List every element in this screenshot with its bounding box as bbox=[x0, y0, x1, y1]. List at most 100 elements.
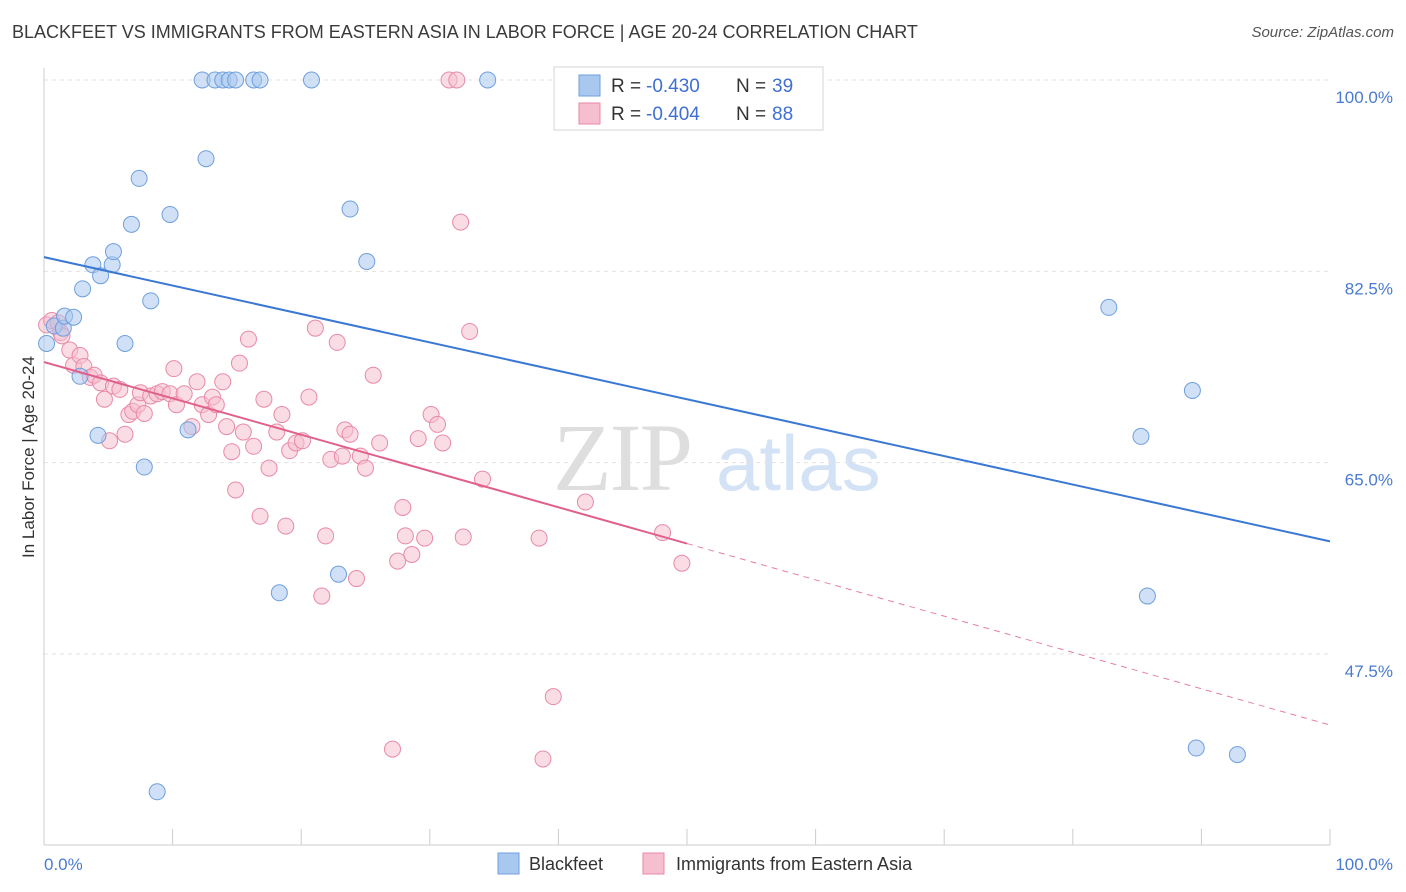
data-point-blackfeet bbox=[104, 243, 122, 261]
legend-n-value-immigrants: 88 bbox=[772, 104, 793, 125]
legend-swatch-blackfeet bbox=[578, 74, 601, 97]
data-point-blackfeet bbox=[341, 200, 359, 218]
bottom-legend-swatch-blackfeet bbox=[497, 852, 520, 875]
data-point-immigrants bbox=[448, 71, 466, 89]
bottom-legend-swatch-immigrants bbox=[642, 852, 665, 875]
data-point-immigrants bbox=[260, 459, 278, 477]
data-point-immigrants bbox=[333, 447, 351, 465]
y-axis-label: In Labor Force | Age 20-24 bbox=[19, 356, 38, 558]
trend-line-immigrants bbox=[43, 361, 688, 545]
data-point-immigrants bbox=[116, 425, 134, 443]
data-point-immigrants bbox=[371, 434, 389, 452]
data-point-immigrants bbox=[341, 425, 359, 443]
data-point-blackfeet bbox=[89, 426, 107, 444]
data-point-immigrants bbox=[434, 434, 452, 452]
data-point-immigrants bbox=[214, 373, 232, 391]
data-point-immigrants bbox=[313, 587, 331, 605]
data-point-immigrants bbox=[576, 493, 594, 511]
data-point-blackfeet bbox=[1138, 587, 1156, 605]
data-point-blackfeet bbox=[130, 169, 148, 187]
data-point-immigrants bbox=[454, 528, 472, 546]
data-point-immigrants bbox=[389, 552, 407, 570]
legend-r-value-immigrants: -0.404 bbox=[646, 104, 700, 125]
data-point-blackfeet bbox=[74, 280, 92, 298]
data-point-blackfeet bbox=[270, 584, 288, 602]
data-point-immigrants bbox=[306, 319, 324, 337]
data-point-blackfeet bbox=[329, 565, 347, 583]
data-point-blackfeet bbox=[122, 215, 140, 233]
data-point-immigrants bbox=[544, 688, 562, 706]
y-tick-labels: 47.5% 65.0% 82.5% 100.0% bbox=[1335, 88, 1393, 681]
data-point-blackfeet bbox=[65, 308, 83, 326]
y-tick-label: 47.5% bbox=[1345, 662, 1393, 681]
legend-r-label-immigrants: R = bbox=[611, 104, 641, 125]
data-point-immigrants bbox=[234, 423, 252, 441]
data-point-blackfeet bbox=[302, 71, 320, 89]
data-point-blackfeet bbox=[1187, 739, 1205, 757]
data-point-blackfeet bbox=[1183, 382, 1201, 400]
data-point-immigrants bbox=[135, 404, 153, 422]
x-tick-label-min: 0.0% bbox=[44, 855, 83, 874]
data-point-blackfeet bbox=[227, 71, 245, 89]
data-point-blackfeet bbox=[38, 334, 56, 352]
data-point-immigrants bbox=[409, 430, 427, 448]
data-point-blackfeet bbox=[116, 334, 134, 352]
legend-r-label-blackfeet: R = bbox=[611, 76, 641, 97]
legend-n-value-blackfeet: 39 bbox=[772, 76, 793, 97]
legend-n-label-immigrants: N = bbox=[736, 104, 766, 125]
data-point-immigrants bbox=[673, 554, 691, 572]
data-point-immigrants bbox=[230, 354, 248, 372]
data-point-immigrants bbox=[347, 570, 365, 588]
data-point-immigrants bbox=[317, 527, 335, 545]
data-point-blackfeet bbox=[197, 150, 215, 168]
watermark: ZIP atlas bbox=[553, 404, 881, 511]
data-point-immigrants bbox=[300, 388, 318, 406]
data-point-immigrants bbox=[277, 517, 295, 535]
x-tick-label-max: 100.0% bbox=[1335, 855, 1393, 874]
trend-line-immigrants-extrapolated bbox=[686, 543, 1331, 726]
data-point-immigrants bbox=[95, 390, 113, 408]
data-point-immigrants bbox=[396, 527, 414, 545]
legend-swatch-immigrants bbox=[578, 102, 601, 125]
data-point-immigrants bbox=[654, 524, 672, 542]
data-point-immigrants bbox=[239, 330, 257, 348]
data-point-blackfeet bbox=[1100, 298, 1118, 316]
y-tick-label: 100.0% bbox=[1335, 88, 1393, 107]
data-point-blackfeet bbox=[1228, 746, 1246, 764]
data-point-immigrants bbox=[461, 322, 479, 340]
top-legend: R = -0.430 N = 39 R = -0.404 N = 88 bbox=[553, 66, 824, 131]
data-point-immigrants bbox=[403, 546, 421, 564]
chart-title: BLACKFEET VS IMMIGRANTS FROM EASTERN ASI… bbox=[12, 22, 918, 42]
data-point-blackfeet bbox=[161, 205, 179, 223]
data-point-blackfeet bbox=[251, 71, 269, 89]
data-point-immigrants bbox=[188, 373, 206, 391]
series-blackfeet bbox=[38, 71, 1246, 801]
data-point-immigrants bbox=[416, 529, 434, 547]
data-point-blackfeet bbox=[179, 421, 197, 439]
bottom-legend: Blackfeet Immigrants from Eastern Asia bbox=[497, 852, 913, 875]
data-point-immigrants bbox=[364, 366, 382, 384]
x-tick-labels: 0.0% 100.0% bbox=[44, 855, 1393, 874]
data-point-immigrants bbox=[218, 418, 236, 436]
data-point-immigrants bbox=[394, 498, 412, 516]
legend-r-value-blackfeet: -0.430 bbox=[646, 76, 700, 97]
y-tick-label: 82.5% bbox=[1345, 279, 1393, 298]
data-point-immigrants bbox=[245, 437, 263, 455]
data-point-blackfeet bbox=[148, 783, 166, 801]
trend-line-blackfeet bbox=[43, 256, 1331, 543]
data-point-immigrants bbox=[273, 406, 291, 424]
data-point-immigrants bbox=[429, 415, 447, 433]
axes bbox=[43, 68, 1331, 846]
data-point-blackfeet bbox=[1132, 427, 1150, 445]
data-point-immigrants bbox=[165, 360, 183, 378]
trend-lines bbox=[43, 256, 1331, 726]
bottom-legend-label-blackfeet: Blackfeet bbox=[529, 854, 603, 874]
data-point-blackfeet bbox=[479, 71, 497, 89]
bottom-legend-label-immigrants: Immigrants from Eastern Asia bbox=[676, 854, 913, 874]
data-point-immigrants bbox=[384, 740, 402, 758]
data-point-blackfeet bbox=[142, 292, 160, 310]
series-immigrants-eastern-asia bbox=[38, 71, 691, 768]
chart-source: Source: ZipAtlas.com bbox=[1251, 24, 1394, 41]
data-point-blackfeet bbox=[358, 252, 376, 270]
